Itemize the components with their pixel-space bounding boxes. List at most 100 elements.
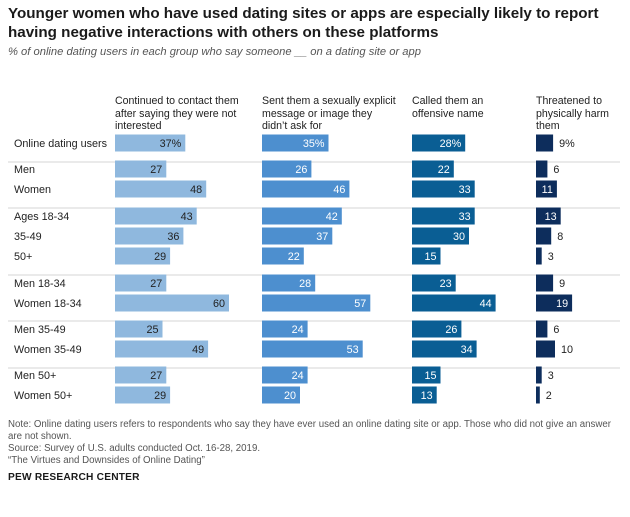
- row-label: Women 35-49: [14, 344, 82, 356]
- bar: [536, 160, 548, 178]
- bar-value-label: 13: [545, 211, 557, 223]
- source-text: Source: Survey of U.S. adults conducted …: [8, 443, 261, 454]
- bar: [536, 340, 555, 358]
- row-label: Men 50+: [14, 370, 56, 382]
- bar: [536, 386, 540, 404]
- bar-value-label: 9%: [559, 138, 575, 150]
- bar: [536, 247, 542, 265]
- bar: [115, 274, 167, 292]
- column-header-offensive: Called them an offensive name: [412, 95, 484, 120]
- bar-value-label: 28: [299, 278, 311, 290]
- row-label: Women 18-34: [14, 298, 82, 310]
- bar-value-label: 53: [347, 344, 359, 356]
- bar-value-label: 49: [192, 344, 204, 356]
- bar-value-label: 24: [292, 370, 304, 382]
- bar: [412, 340, 477, 358]
- bar-value-label: 33: [459, 211, 471, 223]
- bar: [536, 274, 554, 292]
- bar-value-label: 8: [557, 231, 563, 243]
- bar: [412, 294, 496, 312]
- bar: [262, 160, 312, 178]
- bar-value-label: 37: [316, 231, 328, 243]
- bar: [262, 227, 333, 245]
- bar: [115, 160, 167, 178]
- bar: [262, 294, 371, 312]
- bar-value-label: 29: [154, 390, 166, 402]
- bar: [115, 340, 209, 358]
- bar-value-label: 28%: [440, 138, 462, 150]
- bar: [412, 274, 456, 292]
- bar: [115, 227, 184, 245]
- bar: [536, 180, 557, 198]
- bar: [412, 247, 441, 265]
- row-label: Men 35-49: [14, 324, 66, 336]
- bar: [412, 386, 437, 404]
- note-text: Note: Online dating users refers to resp…: [8, 419, 611, 442]
- row-label: Ages 18-34: [14, 211, 69, 223]
- row-label: Online dating users: [14, 138, 108, 150]
- bar-value-label: 27: [150, 278, 162, 290]
- bar: [412, 180, 475, 198]
- bar: [536, 207, 561, 225]
- bar-value-label: 27: [150, 370, 162, 382]
- bar: [262, 247, 304, 265]
- bar: [262, 274, 316, 292]
- bar: [412, 134, 466, 152]
- bar-value-label: 22: [438, 164, 450, 176]
- bar-value-label: 15: [424, 370, 436, 382]
- bar-value-label: 26: [445, 324, 457, 336]
- bar-value-label: 33: [459, 184, 471, 196]
- bar: [536, 227, 552, 245]
- bar: [412, 320, 462, 338]
- bar-value-label: 44: [480, 298, 492, 310]
- bar: [115, 180, 207, 198]
- row-label: 35-49: [14, 231, 42, 243]
- bar: [536, 294, 573, 312]
- bar-value-label: 3: [548, 370, 554, 382]
- chart-title: Younger women who have used dating sites…: [8, 5, 599, 41]
- bar: [262, 386, 300, 404]
- bar-value-label: 3: [548, 251, 554, 263]
- bar-value-label: 27: [150, 164, 162, 176]
- column-header-explicit: Sent them a sexually explicit message or…: [262, 95, 396, 133]
- bar: [115, 207, 197, 225]
- source-organization: PEW RESEARCH CENTER: [8, 472, 140, 483]
- bar: [115, 320, 163, 338]
- bar: [115, 366, 167, 384]
- bar-value-label: 22: [288, 251, 300, 263]
- bar: [412, 366, 441, 384]
- bar: [262, 180, 350, 198]
- bar: [536, 366, 542, 384]
- bar-value-label: 13: [421, 390, 433, 402]
- bar-value-label: 43: [181, 211, 193, 223]
- bar: [412, 207, 475, 225]
- bar-value-label: 46: [333, 184, 345, 196]
- bar-value-label: 25: [146, 324, 158, 336]
- bar: [262, 134, 329, 152]
- column-header-contact: Continued to contact them after saying t…: [115, 95, 239, 133]
- bar: [412, 227, 469, 245]
- bar: [115, 294, 229, 312]
- bar-value-label: 34: [461, 344, 473, 356]
- report-title: “The Virtues and Downsides of Online Dat…: [8, 455, 205, 466]
- bar: [536, 134, 554, 152]
- bar-value-label: 6: [553, 164, 559, 176]
- row-label: Men: [14, 164, 35, 176]
- bar-value-label: 11: [542, 184, 553, 196]
- bar-value-label: 57: [354, 298, 366, 310]
- bar-value-label: 6: [553, 324, 559, 336]
- row-label: 50+: [14, 251, 32, 263]
- bar-value-label: 37%: [160, 138, 182, 150]
- bar-value-label: 35%: [303, 138, 325, 150]
- bar: [262, 340, 363, 358]
- row-label: Women 50+: [14, 390, 72, 402]
- row-label: Men 18-34: [14, 278, 66, 290]
- column-header-threatened: Threatened to physically harm them: [536, 95, 610, 133]
- bar: [115, 134, 186, 152]
- bar: [412, 160, 454, 178]
- bar-value-label: 26: [295, 164, 307, 176]
- bar-value-label: 36: [167, 231, 179, 243]
- bar-value-label: 60: [213, 298, 225, 310]
- chart-subtitle: % of online dating users in each group w…: [8, 46, 421, 58]
